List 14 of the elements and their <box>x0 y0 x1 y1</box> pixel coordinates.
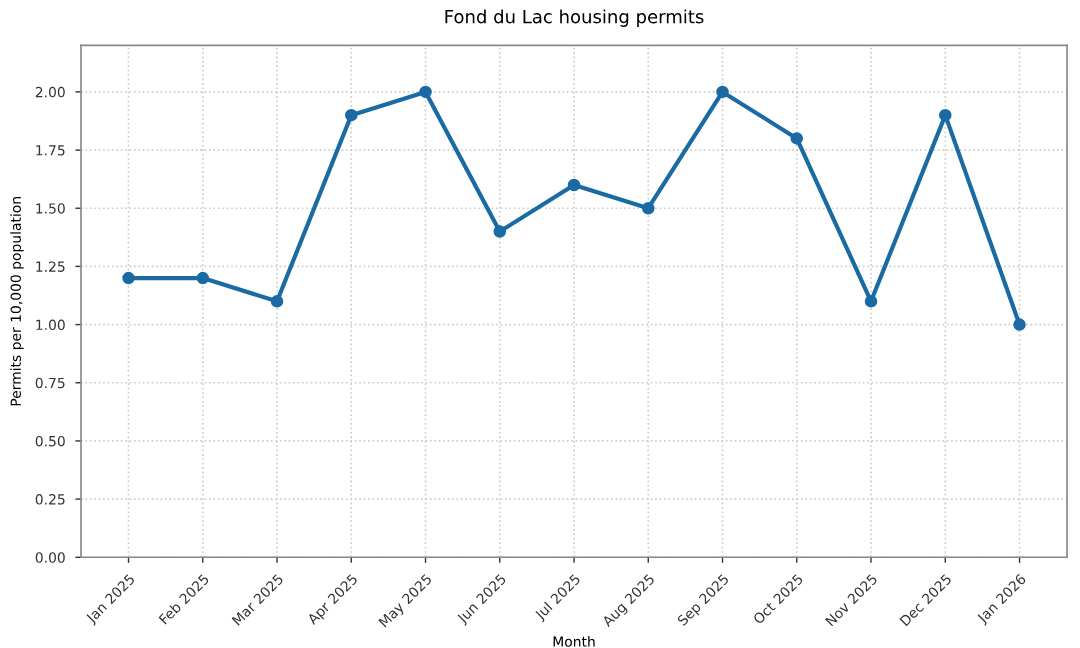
point <box>196 271 210 285</box>
point <box>1013 318 1026 331</box>
point <box>270 295 284 308</box>
point <box>939 108 952 122</box>
point <box>642 201 655 215</box>
chart-title: Fond du Lac housing permits <box>445 9 704 27</box>
point <box>567 178 581 192</box>
point <box>716 85 729 99</box>
point <box>419 85 432 99</box>
point <box>493 225 507 238</box>
point <box>790 132 804 145</box>
point <box>864 295 878 308</box>
point <box>345 108 358 122</box>
point <box>122 271 135 285</box>
